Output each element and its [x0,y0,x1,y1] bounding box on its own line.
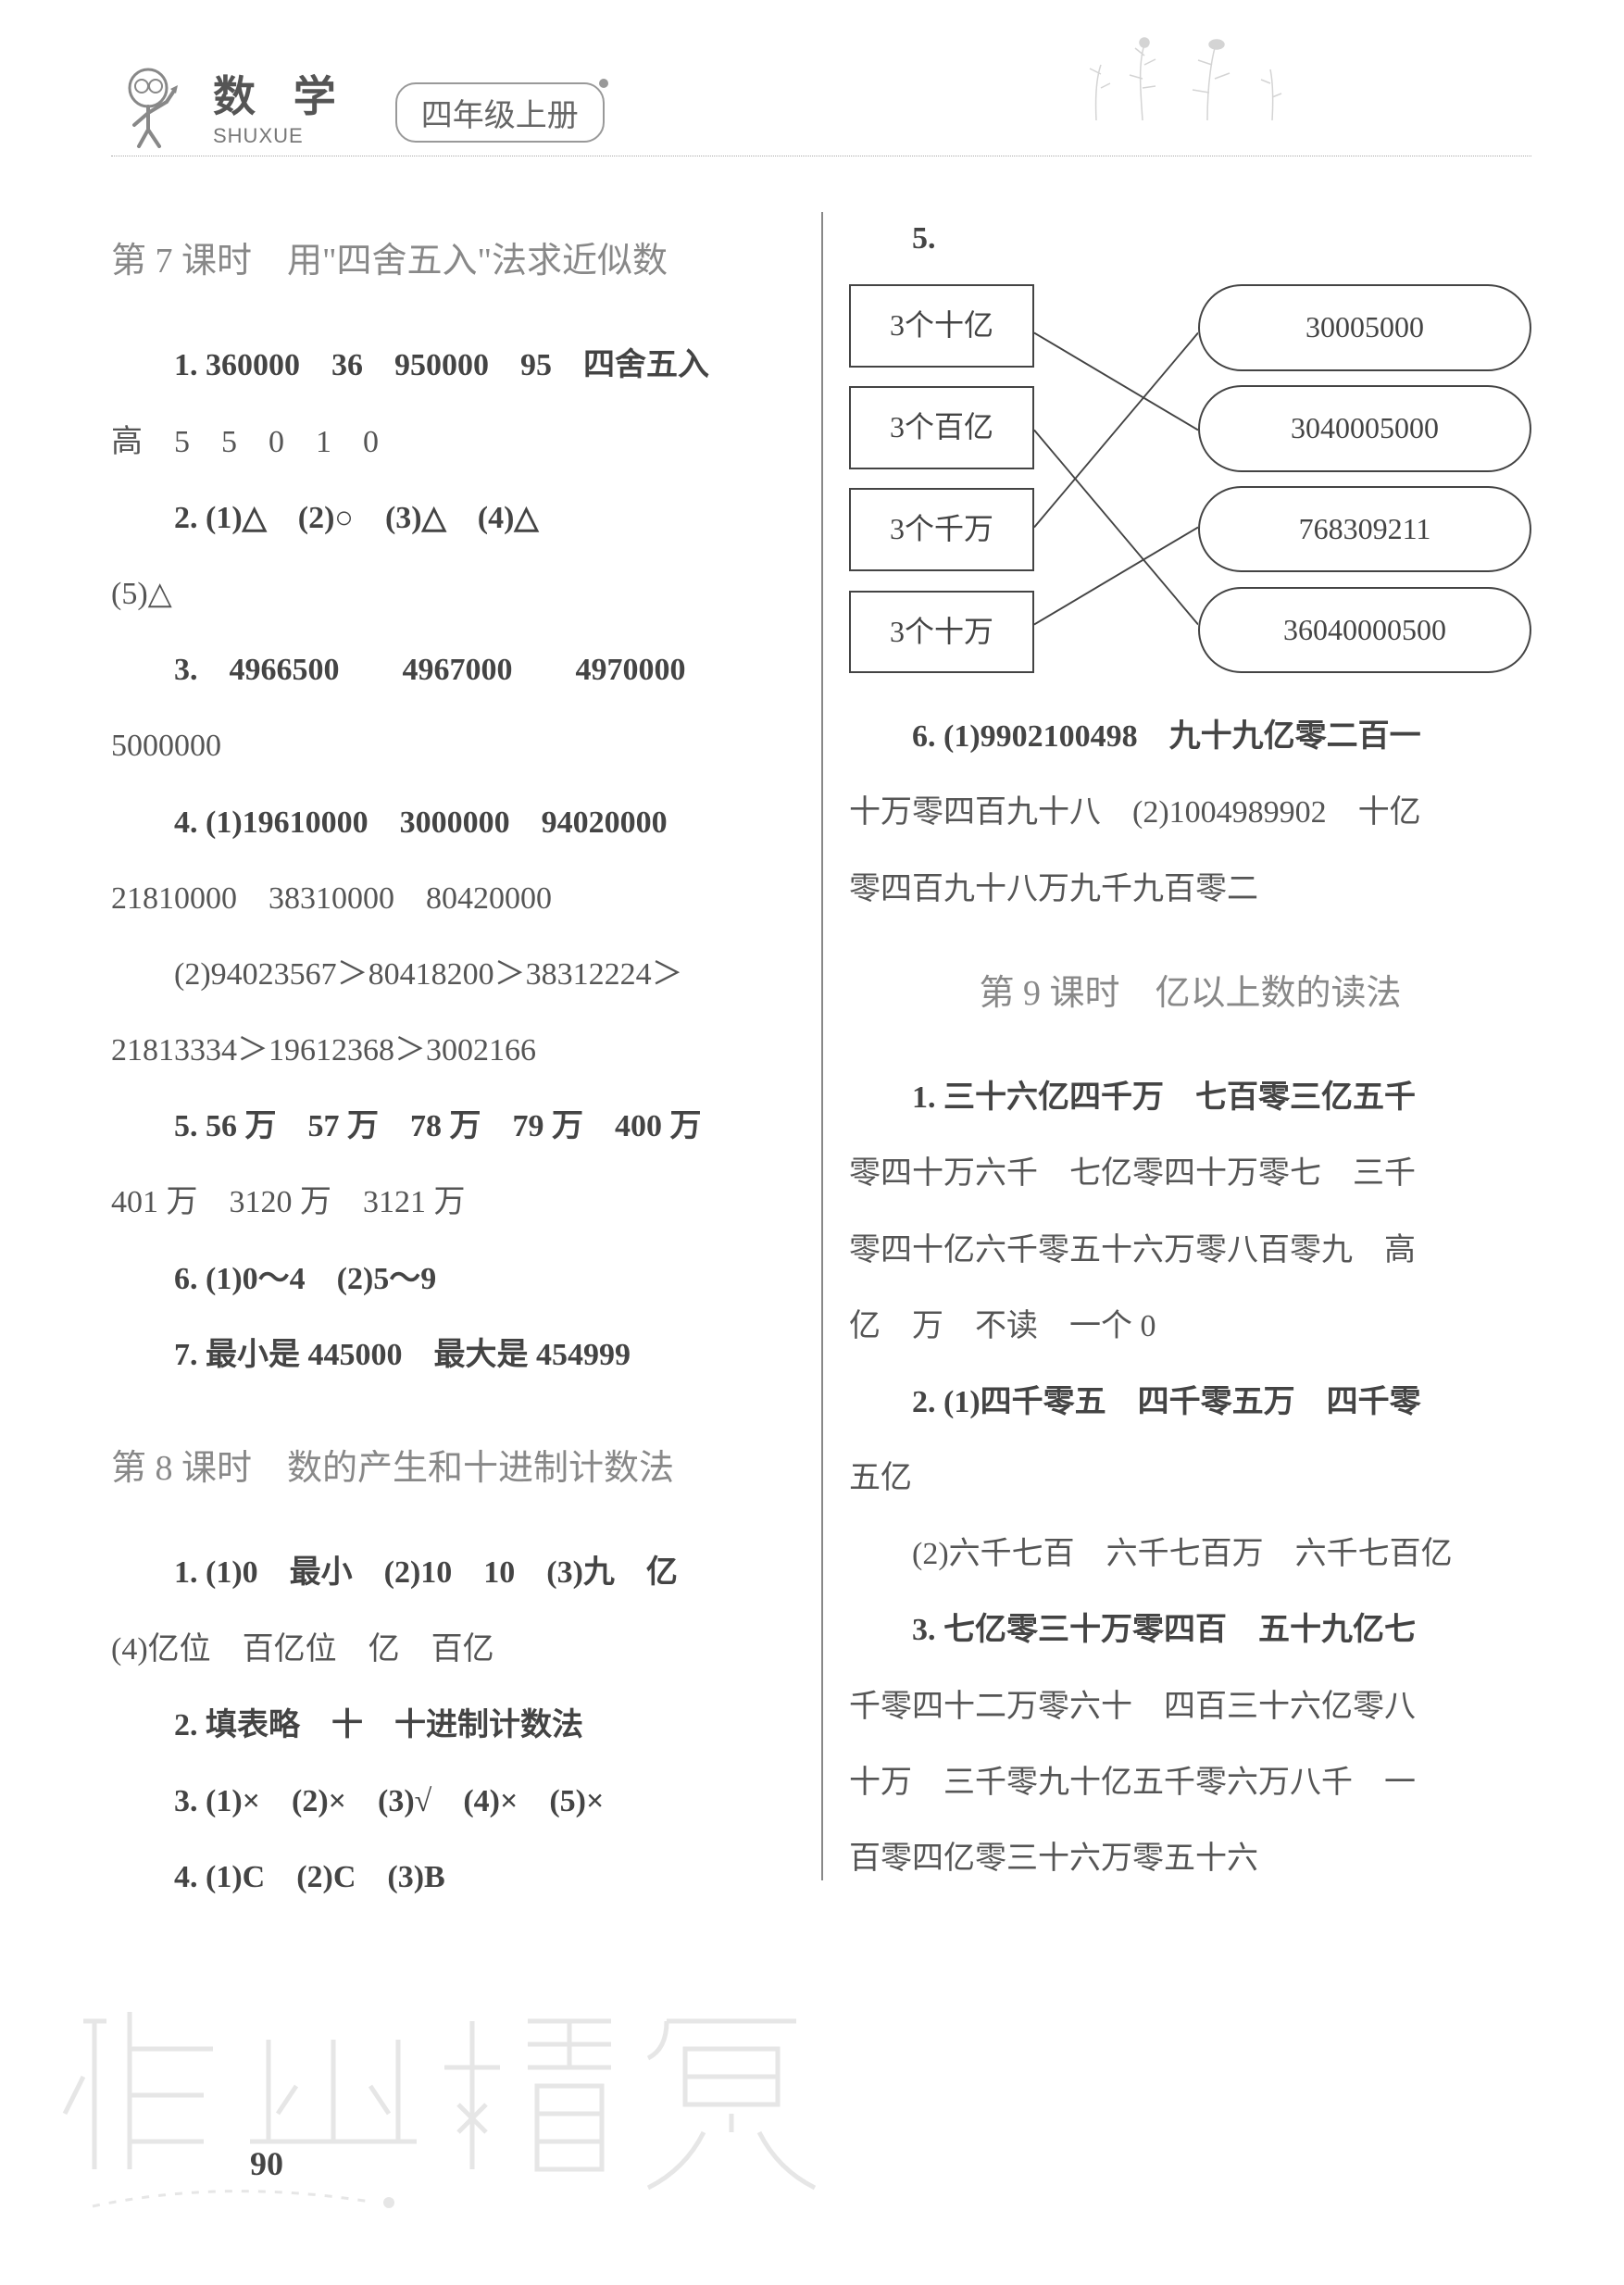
right-column: 5. 3个十亿 3个百亿 3个千万 3个十万 30005000 3040005000 76… [821,203,1531,1917]
text-line: 21810000 38310000 80420000 [111,863,793,935]
match-left-node: 3个千万 [849,488,1034,571]
mascot-icon [111,56,194,148]
text-line: 3. 七亿零三十万零四百 五十九亿七 [849,1594,1531,1667]
text-line: 2. (1)四千零五 四千零五万 四千零 [849,1367,1531,1439]
text-line: 21813334＞19612368＞3002166 [111,1015,793,1087]
text-line: 4. (1)19610000 3000000 94020000 [111,787,793,859]
match-right-node: 3040005000 [1198,385,1531,472]
text-line: 高 5 5 0 1 0 [111,406,793,479]
subject-pinyin: SHUXUE [213,124,349,148]
match-left-nodes: 3个十亿 3个百亿 3个千万 3个十万 [849,284,1034,673]
text-line: 5. 56 万 57 万 78 万 79 万 400 万 [111,1091,793,1163]
q5-label: 5. [849,203,1531,275]
text-line: 十万 三千零九十亿五千零六万八千 一 [849,1747,1531,1819]
match-right-node: 36040000500 [1198,587,1531,674]
text-line: (2)94023567＞80418200＞38312224＞ [111,939,793,1011]
text-line: 1. 三十六亿四千万 七百零三亿五千 [849,1062,1531,1134]
text-line: 401 万 3120 万 3121 万 [111,1167,793,1239]
lesson7-title: 第 7 课时 用"四舍五入"法求近似数 [111,221,793,302]
text-line: 2. (1)△ (2)○ (3)△ (4)△ [111,482,793,555]
title-block: 数 学 SHUXUE [213,63,349,148]
text-line: 十万零四百九十八 (2)1004989902 十亿 [849,777,1531,849]
matching-diagram: 3个十亿 3个百亿 3个千万 3个十万 30005000 3040005000 76830… [849,284,1531,673]
text-line: 1. (1)0 最小 (2)10 10 (3)九 亿 [111,1537,793,1609]
watermark-icon [56,1984,981,2229]
text-line: 零四百九十八万九千九百零二 [849,854,1531,926]
text-line: 零四十亿六千零五十六万零八百零九 高 [849,1215,1531,1287]
text-line: (2)六千七百 六千七百万 六千七百亿 [849,1518,1531,1591]
match-left-node: 3个百亿 [849,386,1034,469]
lesson9-title: 第 9 课时 亿以上数的读法 [849,954,1531,1034]
match-right-node: 768309211 [1198,486,1531,573]
match-left-node: 3个十亿 [849,284,1034,368]
column-divider [821,212,823,1880]
text-line: (4)亿位 百亿位 亿 百亿 [111,1614,793,1686]
left-column: 第 7 课时 用"四舍五入"法求近似数 1. 360000 36 950000 … [111,203,821,1917]
content-area: 第 7 课时 用"四舍五入"法求近似数 1. 360000 36 950000 … [111,203,1531,1917]
text-line: 零四十万六千 七亿零四十万零七 三千 [849,1138,1531,1210]
grade-badge: 四年级上册 [395,82,605,143]
match-left-node: 3个十万 [849,591,1034,674]
text-line: 五亿 [849,1442,1531,1515]
lesson8-title: 第 8 课时 数的产生和十进制计数法 [111,1429,793,1509]
text-line: 亿 万 不读 一个 0 [849,1291,1531,1363]
plant-decoration-icon [1068,37,1531,120]
text-line: 6. (1)9902100498 九十九亿零二百一 [849,701,1531,773]
text-line: 5000000 [111,710,793,782]
text-line: 3. (1)× (2)× (3)√ (4)× (5)× [111,1766,793,1838]
page-number: 90 [250,2144,283,2183]
match-right-nodes: 30005000 3040005000 768309211 36040000500 [1198,284,1531,673]
subject-title: 数 学 [213,63,349,124]
match-right-node: 30005000 [1198,284,1531,371]
text-line: (5)△ [111,558,793,631]
text-line: 2. 填表略 十 十进制计数法 [111,1690,793,1762]
page-header: 数 学 SHUXUE 四年级上册 [111,56,1531,156]
text-line: 4. (1)C (2)C (3)B [111,1842,793,1914]
text-line: 6. (1)0～4 (2)5～9 [111,1243,793,1316]
text-line: 千零四十二万零六十 四百三十六亿零八 [849,1671,1531,1743]
text-line: 百零四亿零三十六万零五十六 [849,1823,1531,1895]
text-line: 3. 4966500 4967000 4970000 [111,634,793,706]
text-line: 7. 最小是 445000 最大是 454999 [111,1319,793,1392]
text-line: 1. 360000 36 950000 95 四舍五入 [111,330,793,402]
match-lines [1034,284,1198,673]
